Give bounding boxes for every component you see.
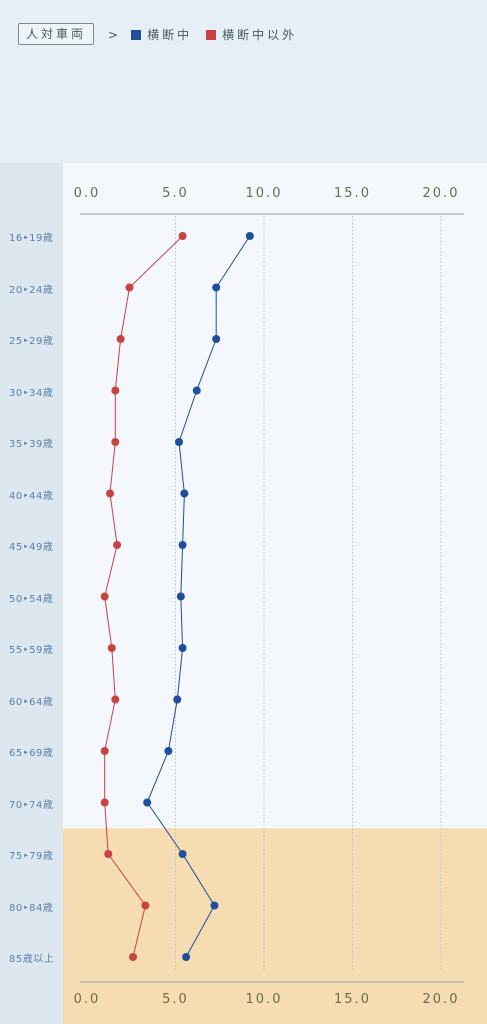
data-point [100,798,109,807]
data-point [180,489,189,498]
data-point [178,232,187,240]
legend-label-other: 横断中以外 [222,28,298,42]
legend: > 横断中 横断中以外 [108,26,311,43]
x-tick-label-bottom: 15.0 [334,992,371,1007]
category-label: 35‣39歳 [9,439,54,450]
category-label: 20‣24歳 [9,284,54,296]
category-label: 30‣34歳 [9,387,54,399]
category-label: 45‣49歳 [9,542,54,553]
data-point [164,747,173,755]
highlight-band [63,828,487,1024]
category-label: 55‣59歳 [9,645,54,656]
data-point [104,850,113,858]
data-point [182,953,191,961]
data-point [100,747,109,755]
data-point [212,283,221,292]
category-tag: 人対車両 [18,23,95,45]
data-point [210,901,219,910]
x-tick-label-top: 5.0 [162,186,189,201]
legend-item-other: 横断中以外 [206,26,297,43]
x-tick-label-bottom: 0.0 [74,992,101,1007]
x-tick-label-bottom: 20.0 [423,992,460,1007]
data-point [178,850,187,858]
chart-header: 人対車両 > 横断中 横断中以外 [0,0,487,163]
data-point [141,901,150,910]
data-point [107,644,116,652]
x-tick-label-top: 15.0 [334,186,371,201]
data-point [178,644,187,652]
data-point [111,695,120,704]
data-point [212,335,221,343]
x-tick-label-bottom: 5.0 [162,992,189,1007]
data-point [113,541,122,549]
legend-swatch-other [206,29,217,40]
category-label: 50‣54歳 [9,593,54,605]
category-label: 25‣29歳 [9,336,54,347]
category-label: 16‣19歳 [9,233,54,244]
data-point [178,541,187,549]
category-label: 85歳以上 [9,954,55,965]
legend-swatch-crossing [131,29,142,40]
x-tick-label-bottom: 10.0 [246,992,283,1007]
category-label: 80‣84歳 [9,902,54,914]
category-label: 65‣69歳 [9,748,54,759]
legend-arrow: > [108,27,122,42]
data-point [116,335,125,343]
category-label: 70‣74歳 [9,799,54,811]
data-point [173,695,182,704]
data-point [111,386,120,395]
legend-label-crossing: 横断中 [147,28,193,42]
x-tick-label-top: 0.0 [74,186,101,201]
data-point [245,232,254,240]
data-point [106,489,115,498]
data-point [192,386,201,395]
data-point [176,592,185,601]
category-label: 40‣44歳 [9,490,54,502]
data-point [143,798,152,807]
category-column [0,163,63,1024]
category-label: 75‣79歳 [9,851,54,862]
x-tick-label-top: 20.0 [423,186,460,201]
data-point [175,438,184,446]
x-tick-label-top: 10.0 [246,186,283,201]
data-point [111,438,120,446]
category-label: 60‣64歳 [9,696,54,708]
data-point [129,953,138,961]
data-point [125,283,134,292]
legend-item-crossing: 横断中 [131,26,192,43]
data-point [100,592,109,601]
